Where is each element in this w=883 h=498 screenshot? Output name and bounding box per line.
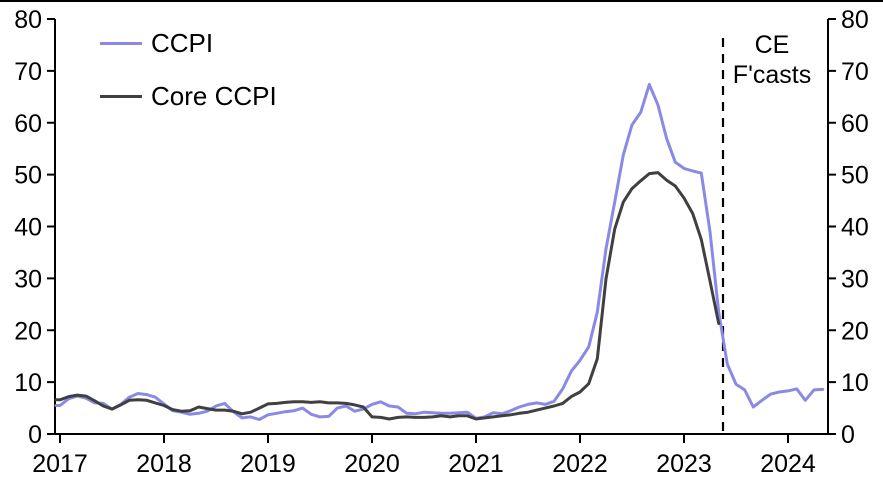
legend-label-core-ccpi: Core CCPI	[151, 81, 277, 111]
y-tick-label-right: 60	[841, 110, 869, 138]
x-tick-label: 2018	[136, 450, 192, 478]
y-tick-label-left: 20	[14, 317, 42, 345]
forecast-annotation-line2: F'casts	[732, 61, 812, 89]
y-tick-label-right: 70	[841, 58, 869, 86]
series-line-ccpi	[54, 82, 825, 421]
y-tick-label-right: 80	[841, 6, 869, 34]
legend-label-ccpi: CCPI	[151, 28, 214, 58]
legend-item-ccpi: CCPI	[100, 28, 277, 58]
y-tick-label-right: 50	[841, 162, 869, 190]
legend: CCPI Core CCPI	[100, 28, 277, 134]
x-tick-label: 2017	[32, 450, 88, 478]
x-tick-label: 2024	[760, 450, 816, 478]
x-tick-label: 2020	[344, 450, 400, 478]
y-tick-label-left: 0	[28, 421, 42, 449]
y-tick-label-left: 10	[14, 369, 42, 397]
x-tick-label: 2022	[552, 450, 608, 478]
y-tick-label-right: 0	[841, 421, 855, 449]
y-tick-label-right: 20	[841, 317, 869, 345]
y-tick-label-left: 70	[14, 58, 42, 86]
legend-item-core-ccpi: Core CCPI	[100, 81, 277, 111]
x-tick-label: 2023	[656, 450, 712, 478]
legend-line-swatch-ccpi	[100, 41, 142, 45]
forecast-annotation: CE F'casts	[724, 30, 820, 90]
legend-line-swatch-core-ccpi	[100, 94, 142, 98]
y-tick-label-left: 30	[14, 265, 42, 293]
series-line-core-ccpi	[54, 171, 721, 421]
x-tick-label: 2019	[240, 450, 296, 478]
x-tick-label: 2021	[448, 450, 504, 478]
y-tick-label-left: 40	[14, 214, 42, 242]
y-tick-label-left: 80	[14, 6, 42, 34]
y-tick-label-right: 40	[841, 214, 869, 242]
y-tick-label-right: 10	[841, 369, 869, 397]
y-tick-label-left: 60	[14, 110, 42, 138]
y-tick-label-right: 30	[841, 265, 869, 293]
y-tick-label-left: 50	[14, 162, 42, 190]
forecast-annotation-line1: CE	[754, 31, 790, 59]
